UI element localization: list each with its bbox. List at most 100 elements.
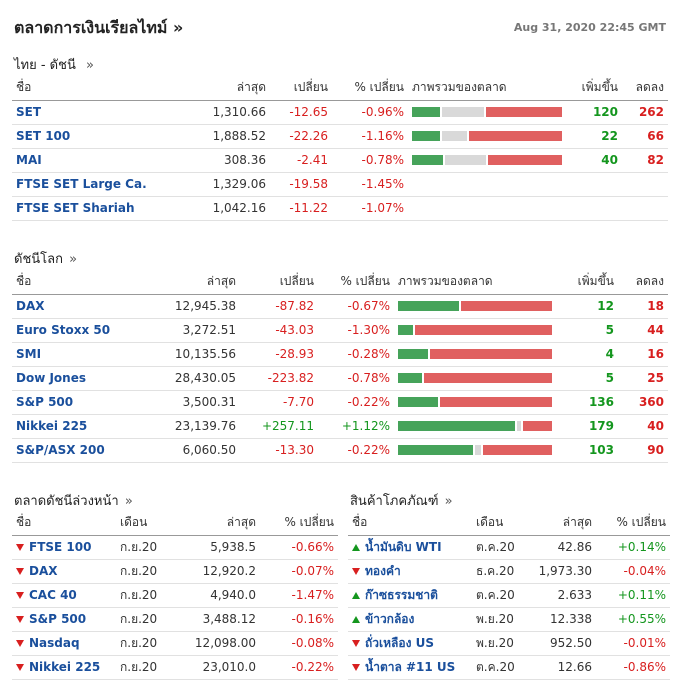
instrument-name-link[interactable]: ก๊าซธรรมชาติ bbox=[365, 587, 438, 602]
index-name-link[interactable]: SET 100 bbox=[12, 124, 152, 149]
name-cell[interactable]: น้ำมันดิบ WTI bbox=[348, 535, 472, 560]
contract-month: ธ.ค.20 bbox=[472, 559, 526, 584]
bar-gap bbox=[439, 131, 442, 141]
name-cell[interactable]: S&P 500 bbox=[12, 607, 116, 632]
index-name-link[interactable]: FTSE SET Shariah bbox=[12, 196, 152, 221]
table-row[interactable]: SMI 10,135.56 -28.93 -0.28% 4 16 bbox=[12, 342, 668, 367]
name-cell[interactable]: FTSE 100 bbox=[12, 535, 116, 560]
commodities-section-label[interactable]: สินค้าโภคภัณฑ์ bbox=[350, 494, 439, 509]
table-row[interactable]: FTSE SET Shariah 1,042.16 -11.22 -1.07% bbox=[12, 196, 668, 221]
index-name-link[interactable]: Nikkei 225 bbox=[12, 414, 132, 439]
decliners-count bbox=[622, 172, 668, 197]
thai-section-label[interactable]: ไทย - ดัชนี bbox=[14, 58, 76, 73]
col-name-header: ชื่อ bbox=[348, 511, 472, 536]
table-row[interactable]: SET 100 1,888.52 -22.26 -1.16% 22 66 bbox=[12, 124, 668, 149]
percent-change: -0.78% bbox=[332, 148, 408, 173]
table-row[interactable]: S&P/ASX 200 6,060.50 -13.30 -0.22% 103 90 bbox=[12, 438, 668, 463]
table-row[interactable]: ข้าวกล้อง พ.ย.20 12.338 +0.55% bbox=[348, 607, 670, 632]
table-row[interactable]: ถั่วเหลือง US พ.ย.20 952.50 -0.01% bbox=[348, 631, 670, 656]
instrument-name-link[interactable]: ข้าวกล้อง bbox=[365, 611, 415, 626]
unchanged-segment bbox=[441, 107, 485, 117]
decliners-segment bbox=[486, 107, 562, 117]
percent-change: -0.04% bbox=[596, 559, 670, 584]
index-name-link[interactable]: Euro Stoxx 50 bbox=[12, 318, 132, 343]
thai-index-table: ชื่อ ล่าสุด เปลี่ยน % เปลี่ยน ภาพรวมของต… bbox=[12, 76, 668, 221]
index-name-link[interactable]: DAX bbox=[12, 294, 132, 319]
chevron-right-icon[interactable]: » bbox=[69, 252, 78, 267]
name-cell[interactable]: ก๊าซธรรมชาติ bbox=[348, 583, 472, 608]
index-name-link[interactable]: Dow Jones bbox=[12, 366, 132, 391]
bar-gap bbox=[422, 373, 425, 383]
instrument-name-link[interactable]: Nasdaq bbox=[29, 636, 80, 650]
arrow-down-icon bbox=[16, 664, 24, 671]
futures-section-title[interactable]: ตลาดดัชนีล่วงหน้า » bbox=[14, 490, 133, 511]
market-overview-cell bbox=[394, 318, 556, 343]
bar-gap bbox=[473, 445, 475, 455]
name-cell[interactable]: น้ำตาล #11 US bbox=[348, 655, 472, 680]
table-row[interactable]: DAX 12,945.38 -87.82 -0.67% 12 18 bbox=[12, 294, 668, 319]
instrument-name-link[interactable]: Nikkei 225 bbox=[29, 660, 101, 674]
table-row[interactable]: SET 1,310.66 -12.65 -0.96% 120 262 bbox=[12, 100, 668, 125]
table-row[interactable]: CAC 40 ก.ย.20 4,940.0 -1.47% bbox=[12, 583, 338, 608]
chevron-right-icon[interactable]: » bbox=[444, 494, 453, 509]
advancers-segment bbox=[412, 107, 440, 117]
table-row[interactable]: MAI 308.36 -2.41 -0.78% 40 82 bbox=[12, 148, 668, 173]
name-cell[interactable]: DAX bbox=[12, 559, 116, 584]
last-value: 1,973.30 bbox=[526, 559, 596, 584]
table-row[interactable]: น้ำตาล #11 US ต.ค.20 12.66 -0.86% bbox=[348, 655, 670, 680]
futures-section-label[interactable]: ตลาดดัชนีล่วงหน้า bbox=[14, 494, 119, 509]
percent-change: -1.45% bbox=[332, 172, 408, 197]
change-value: -13.30 bbox=[240, 438, 318, 463]
name-cell[interactable]: Nikkei 225 bbox=[12, 655, 116, 680]
index-name-link[interactable]: MAI bbox=[12, 148, 152, 173]
instrument-name-link[interactable]: DAX bbox=[29, 564, 58, 578]
name-cell[interactable]: ทองคำ bbox=[348, 559, 472, 584]
table-row[interactable]: FTSE SET Large Ca. 1,329.06 -19.58 -1.45% bbox=[12, 172, 668, 197]
last-value: 23,010.0 bbox=[168, 655, 260, 680]
table-row[interactable]: ก๊าซธรรมชาติ ต.ค.20 2.633 +0.11% bbox=[348, 583, 670, 608]
instrument-name-link[interactable]: น้ำมันดิบ WTI bbox=[365, 539, 442, 554]
name-cell[interactable]: ข้าวกล้อง bbox=[348, 607, 472, 632]
table-row[interactable]: S&P 500 ก.ย.20 3,488.12 -0.16% bbox=[12, 607, 338, 632]
table-row[interactable]: น้ำมันดิบ WTI ต.ค.20 42.86 +0.14% bbox=[348, 535, 670, 560]
table-row[interactable]: Nikkei 225 ก.ย.20 23,010.0 -0.22% bbox=[12, 655, 338, 680]
table-row[interactable]: Euro Stoxx 50 3,272.51 -43.03 -1.30% 5 44 bbox=[12, 318, 668, 343]
decliners-segment bbox=[487, 155, 562, 165]
index-name-link[interactable]: FTSE SET Large Ca. bbox=[12, 172, 152, 197]
col-name-header: ชื่อ bbox=[12, 270, 132, 295]
world-section-label[interactable]: ดัชนีโลก bbox=[14, 252, 63, 267]
instrument-name-link[interactable]: FTSE 100 bbox=[29, 540, 92, 554]
last-value: 28,430.05 bbox=[132, 366, 240, 391]
thai-section-title[interactable]: ไทย - ดัชนี » bbox=[14, 54, 94, 75]
index-name-link[interactable]: S&P/ASX 200 bbox=[12, 438, 132, 463]
index-name-link[interactable]: S&P 500 bbox=[12, 390, 132, 415]
instrument-name-link[interactable]: ถั่วเหลือง US bbox=[365, 635, 434, 650]
instrument-name-link[interactable]: น้ำตาล #11 US bbox=[365, 659, 456, 674]
name-cell[interactable]: CAC 40 bbox=[12, 583, 116, 608]
table-row[interactable]: Nasdaq ก.ย.20 12,098.00 -0.08% bbox=[12, 631, 338, 656]
page-title[interactable]: ตลาดการเงินเรียลไทม์ » bbox=[14, 18, 184, 37]
index-name-link[interactable]: SMI bbox=[12, 342, 132, 367]
instrument-name-link[interactable]: S&P 500 bbox=[29, 612, 87, 626]
instrument-name-link[interactable]: CAC 40 bbox=[29, 588, 77, 602]
bar-gap bbox=[428, 349, 431, 359]
chevron-right-icon[interactable]: » bbox=[124, 494, 133, 509]
table-row[interactable]: ทองคำ ธ.ค.20 1,973.30 -0.04% bbox=[348, 559, 670, 584]
market-breadth-bar bbox=[412, 155, 562, 165]
bar-gap bbox=[481, 445, 483, 455]
table-row[interactable]: FTSE 100 ก.ย.20 5,938.5 -0.66% bbox=[12, 535, 338, 560]
table-row[interactable]: Nikkei 225 23,139.76 +257.11 +1.12% 179 40 bbox=[12, 414, 668, 439]
chevron-right-icon[interactable]: » bbox=[85, 58, 94, 73]
world-section-title[interactable]: ดัชนีโลก » bbox=[14, 248, 77, 269]
advancers-segment bbox=[398, 349, 429, 359]
name-cell[interactable]: Nasdaq bbox=[12, 631, 116, 656]
table-row[interactable]: S&P 500 3,500.31 -7.70 -0.22% 136 360 bbox=[12, 390, 668, 415]
instrument-name-link[interactable]: ทองคำ bbox=[365, 563, 401, 578]
index-name-link[interactable]: SET bbox=[12, 100, 152, 125]
table-row[interactable]: Dow Jones 28,430.05 -223.82 -0.78% 5 25 bbox=[12, 366, 668, 391]
table-row[interactable]: DAX ก.ย.20 12,920.2 -0.07% bbox=[12, 559, 338, 584]
commodities-section-title[interactable]: สินค้าโภคภัณฑ์ » bbox=[350, 490, 453, 511]
name-cell[interactable]: ถั่วเหลือง US bbox=[348, 631, 472, 656]
change-value: -19.58 bbox=[270, 172, 332, 197]
market-overview-cell bbox=[394, 438, 556, 463]
